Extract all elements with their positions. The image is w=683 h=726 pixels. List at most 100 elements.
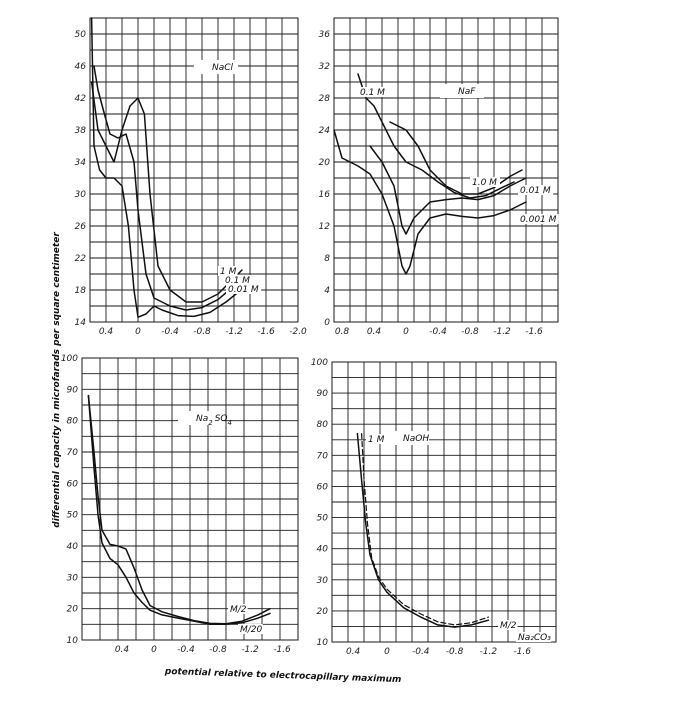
series-line-m2 [361,433,489,626]
y-tick-label: 8 [324,254,330,264]
y-tick-label: 10 [317,638,329,648]
y-tick-label: 90 [67,385,79,395]
series-label: 0.1 M [360,88,385,98]
y-tick-label: 100 [61,354,78,364]
y-tick-label: 90 [317,389,329,399]
series-label-box [366,434,386,444]
x-tick-label: -0.4 [429,327,447,337]
series-label-box [516,632,552,642]
y-tick-label: 70 [317,451,329,461]
chart-title: Na2 SO4 [196,414,232,427]
chart-title: NaOH [403,434,429,444]
x-tick-label: -1.6 [513,647,531,657]
y-tick-label: 50 [317,514,329,524]
x-tick-label: 0 [151,645,157,655]
x-axis-label: potential relative to electrocapillary m… [164,667,402,685]
series-label-box [470,177,500,187]
chart-title: NaCl [212,63,234,73]
y-tick-label: 30 [317,576,329,586]
y-tick-label: 20 [317,607,329,617]
y-tick-label: 20 [319,158,331,168]
title-box [440,84,484,98]
y-tick-label: 70 [67,448,79,458]
x-tick-label: -0.8 [209,645,227,655]
x-tick-label: 0.8 [335,327,350,337]
y-tick-label: 12 [319,222,331,232]
y-tick-label: 80 [67,417,79,427]
y-tick-label: 60 [67,479,79,489]
y-tick-label: 0 [324,318,330,328]
x-tick-label: -0.4 [412,647,430,657]
plot-frame [331,361,557,643]
series-line-0001m [333,129,527,275]
y-tick-label: 38 [75,126,87,136]
series-line-1m [356,432,490,628]
x-tick-label: -1.2 [241,645,259,655]
series-line-01m [93,65,247,311]
y-tick-label: 10 [67,636,79,646]
series-line-001m [369,145,527,235]
y-tick-label: 60 [317,482,329,492]
y-tick-label: 36 [319,30,331,40]
x-tick-label: 0 [384,647,390,657]
y-tick-label: 30 [75,190,87,200]
series-label: M/20 [240,625,263,635]
x-tick-label: -1.6 [257,327,275,337]
y-tick-label: 26 [75,222,87,232]
series-label: M/2 [230,605,247,615]
series-line-10m [389,121,523,195]
series-label-box [223,275,253,285]
series-label-box [518,185,554,195]
y-tick-label: 40 [67,542,79,552]
series-label: 0.001 M [520,215,557,225]
series-label: 1.0 M [472,178,497,188]
y-tick-label: 32 [319,62,331,72]
y-tick-label: 16 [319,190,331,200]
series-line-01m [357,73,515,199]
title-box [385,431,429,445]
naf-chart: 0.8 0.4 0 -0.4 -0.8 -1.2 -1.6 0 4 8 12 16 20 24 28 32 36… [319,17,559,337]
y-tick-label: 14 [75,318,87,328]
series-label: 0.01 M [520,186,551,196]
x-tick-label: 0 [135,327,141,337]
x-tick-label: 0.4 [99,327,114,337]
series-label: 1 M [220,267,237,277]
x-tick-label: -0.8 [461,327,479,337]
grid [333,17,559,323]
series-label-box [358,87,388,97]
y-tick-label: 24 [319,126,331,136]
plot-frame [81,357,299,641]
y-tick-label: 34 [75,158,87,168]
x-tick-label: -1.2 [493,327,511,337]
series-label-box [228,604,248,614]
y-tick-label: 40 [317,545,329,555]
x-tick-label: -0.8 [193,327,211,337]
x-tick-label: 0 [403,327,409,337]
series-line-m2 [87,394,271,625]
series-line-1m [90,81,243,303]
y-tick-label: 80 [317,420,329,430]
grid [81,357,299,641]
x-tick-label: -0.8 [446,647,464,657]
series-line-m20 [87,394,271,626]
x-tick-label: -2.0 [289,327,307,337]
series-line-001m [90,17,247,318]
y-tick-label: 20 [67,605,79,615]
title-box [178,411,222,425]
series-label-box [226,284,262,294]
x-tick-label: -0.4 [177,645,195,655]
series-label: 0.01 M [228,285,259,295]
x-tick-label: -1.6 [525,327,543,337]
y-tick-label: 50 [67,511,79,521]
y-tick-label: 4 [324,286,330,296]
y-axis-label: differential capacity in microfarads per… [52,232,62,528]
y-tick-label: 50 [75,30,87,40]
x-tick-label: -0.4 [161,327,179,337]
series-label-box [238,624,263,634]
plot-frame [89,17,299,323]
na2so4-chart: 0.4 0 -0.4 -0.8 -1.2 -1.6 10 20 30 40 50 60 70 80 90 10… [61,354,299,655]
plot-frame [333,17,559,323]
series-label-box [498,620,518,630]
y-tick-label: 100 [311,358,328,368]
